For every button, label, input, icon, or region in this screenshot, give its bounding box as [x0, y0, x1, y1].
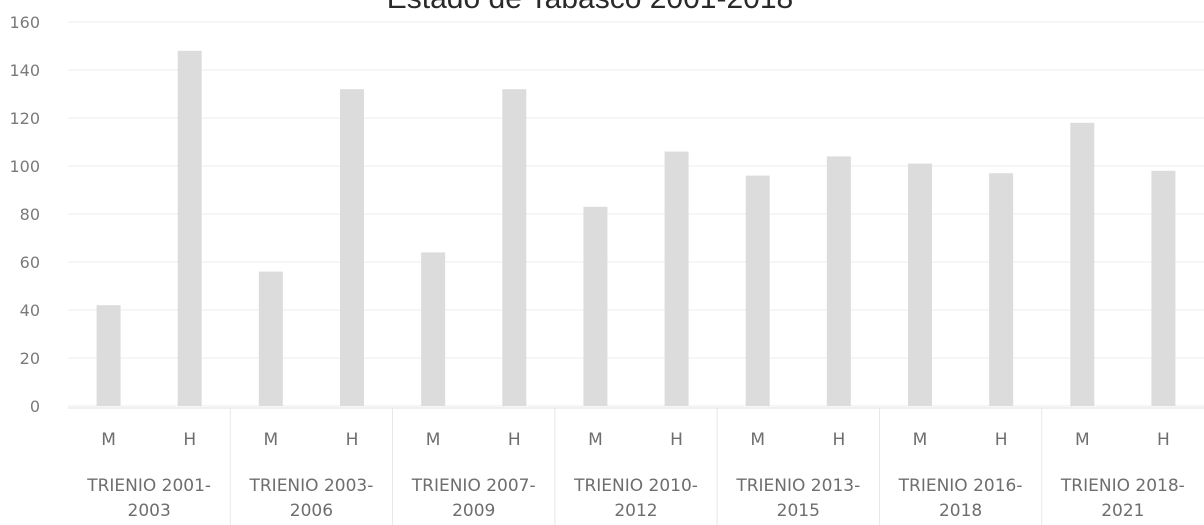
bar-h — [1151, 170, 1176, 406]
bar-m — [258, 271, 283, 406]
y-tick-label: 40 — [20, 301, 40, 320]
x-group-label: TRIENIO 2018-2021 — [1060, 476, 1185, 521]
x-axis: M H TRIENIO 2001-2003 M H TRIENIO 2003-2006 M H… — [68, 407, 1204, 525]
x-sub-label: H — [670, 430, 683, 450]
x-sub-label: M — [750, 430, 765, 450]
bar-m — [96, 305, 121, 406]
x-sub-label: H — [508, 430, 521, 450]
bar-h — [989, 173, 1014, 406]
y-tick-label: 120 — [9, 109, 40, 128]
y-tick-label: 80 — [20, 205, 40, 224]
x-sub-label: M — [913, 430, 928, 450]
bar-h — [664, 151, 689, 406]
y-tick-label: 100 — [9, 157, 40, 176]
y-tick-label: 0 — [30, 397, 40, 416]
gridlines — [68, 21, 1204, 407]
x-sub-label: H — [1157, 430, 1170, 450]
x-group-label: TRIENIO 2016-2018 — [898, 476, 1023, 521]
bar-h — [340, 89, 364, 406]
x-sub-label: H — [183, 430, 196, 450]
bar-h — [502, 89, 527, 406]
bar-m — [908, 163, 932, 406]
bar-h — [826, 156, 851, 406]
x-sub-label: M — [101, 430, 116, 450]
x-sub-label: H — [832, 430, 845, 450]
x-group-label: TRIENIO 2001-2003 — [86, 476, 211, 521]
x-sub-label: M — [588, 430, 603, 450]
chart-title: Estado de Tabasco 2001-2018 — [387, 0, 793, 15]
y-tick-label: 160 — [9, 13, 40, 32]
bars — [96, 50, 1176, 407]
x-group-label: TRIENIO 2013-2015 — [735, 476, 860, 521]
bar-h — [177, 50, 202, 407]
bar-m — [583, 206, 608, 406]
bar-m — [421, 252, 446, 406]
y-axis-ticks: 0 20 40 60 80 100 120 140 160 — [9, 13, 40, 416]
x-group-label: TRIENIO 2010-2012 — [573, 476, 698, 521]
x-sub-label: H — [346, 430, 359, 450]
x-group-label: TRIENIO 2003-2006 — [248, 476, 373, 521]
x-group-label: TRIENIO 2007-2009 — [411, 476, 536, 521]
x-sub-label: M — [1075, 430, 1090, 450]
x-sub-label: M — [426, 430, 441, 450]
x-sub-label: H — [995, 430, 1008, 450]
bar-m — [745, 175, 770, 406]
bar-m — [1070, 122, 1095, 407]
y-tick-label: 60 — [20, 253, 40, 272]
y-tick-label: 140 — [9, 61, 40, 80]
x-sub-label: M — [264, 430, 279, 450]
y-tick-label: 20 — [20, 349, 40, 368]
